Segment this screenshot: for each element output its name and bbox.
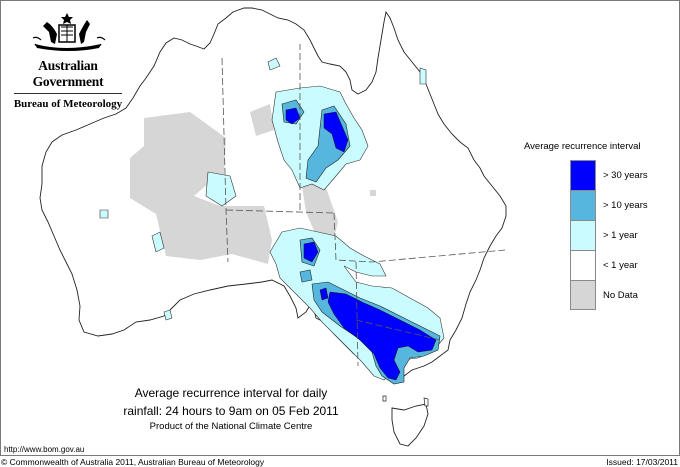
flinders-island <box>423 397 429 407</box>
legend-title: Average recurrence interval <box>524 141 641 152</box>
commonwealth-coat-of-arms-icon <box>32 13 106 51</box>
legend-label: < 1 year <box>603 259 638 271</box>
map-title-line-2: rainfall: 24 hours to 9am on 05 Feb 2011 <box>123 404 339 418</box>
king-island <box>382 395 387 402</box>
legend-label: > 1 year <box>603 229 638 241</box>
copyright-notice: © Commonwealth of Australia 2011, Austra… <box>1 457 265 467</box>
map-title-line-1: Average recurrence interval for daily <box>134 386 328 400</box>
tasmania-landmass <box>391 403 429 447</box>
state-borders <box>221 44 506 367</box>
legend-swatch <box>570 280 596 310</box>
legend-label: > 10 years <box>603 199 648 211</box>
government-title: Australian Government <box>32 58 104 89</box>
legend-swatch <box>570 250 596 280</box>
logo-divider <box>14 93 122 94</box>
issued-date: Issued: 17/03/2011 <box>606 457 678 467</box>
legend-label: No Data <box>603 289 638 301</box>
legend-swatch <box>570 220 596 250</box>
recurrence-gt-30-years <box>285 107 437 381</box>
bom-url-link[interactable]: http://www.bom.gov.au <box>4 445 85 454</box>
legend-item-gt-30-years: > 30 years <box>570 160 648 190</box>
product-credit: Product of the National Climate Centre <box>149 421 313 432</box>
australia-map <box>39 7 507 447</box>
map-legend: Average recurrence interval > 30 years >… <box>524 141 648 310</box>
legend-item-gt-10-years: > 10 years <box>570 190 648 220</box>
legend-item-lt-1-year: < 1 year <box>570 250 648 280</box>
legend-label: > 30 years <box>603 169 648 181</box>
legend-swatch <box>570 190 596 220</box>
legend-swatch <box>570 160 596 190</box>
government-logo: Australian Government Bureau of Meteorol… <box>8 10 128 110</box>
legend-item-gt-1-year: > 1 year <box>570 220 648 250</box>
legend-item-no-data: No Data <box>570 280 648 310</box>
agency-title: Bureau of Meteorology <box>13 98 123 110</box>
